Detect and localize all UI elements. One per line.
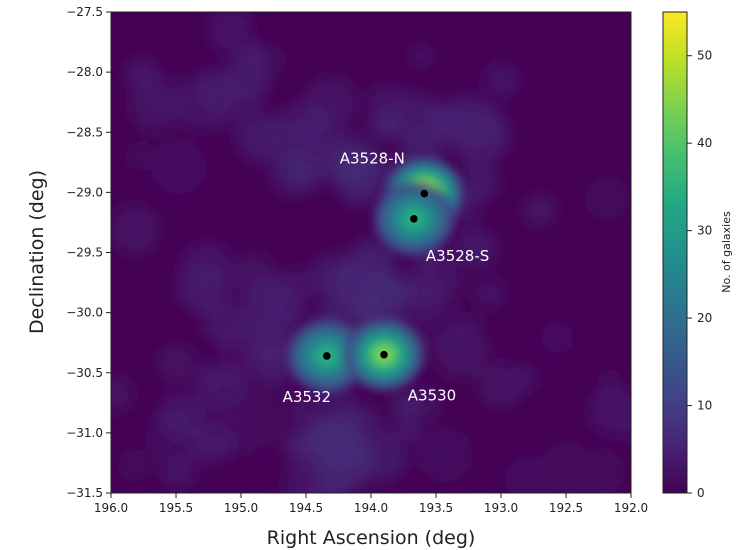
x-tick-label: 192.5	[549, 501, 583, 515]
density-blob	[477, 362, 524, 410]
colorbar-tick-label: 30	[697, 224, 712, 238]
density-blob	[409, 44, 434, 69]
density-blob	[253, 337, 290, 374]
density-blob	[483, 62, 520, 99]
density-blob	[227, 389, 286, 448]
cluster-label: A3530	[408, 387, 456, 405]
density-blob	[360, 421, 388, 448]
density-blob	[161, 453, 197, 490]
y-tick-label: −29.5	[66, 246, 103, 260]
heatmap-area	[111, 12, 631, 493]
y-tick-label: −28.5	[66, 125, 103, 139]
density-blob	[275, 266, 314, 305]
x-tick-label: 195.0	[224, 501, 258, 515]
y-tick-label: −28.0	[66, 65, 103, 79]
density-blob	[366, 83, 409, 126]
colorbar-label: No. of galaxies	[720, 211, 733, 293]
x-tick-label: 194.0	[354, 501, 388, 515]
y-axis-label: Declination (deg)	[26, 170, 48, 334]
cluster-center-marker	[323, 352, 331, 360]
density-blob	[237, 40, 269, 72]
colorbar-ticks: 0 10 20 30 40 50	[687, 49, 712, 500]
density-blob	[584, 175, 630, 221]
density-blob	[295, 416, 355, 476]
density-blob	[195, 364, 222, 391]
colorbar-tick-label: 20	[697, 311, 712, 325]
density-blob	[179, 241, 234, 296]
density-blob	[409, 386, 442, 419]
colorbar-gradient	[662, 11, 688, 494]
density-blob	[596, 369, 622, 394]
density-blob	[460, 162, 500, 202]
density-blob	[450, 106, 511, 166]
density-blob	[207, 12, 254, 54]
density-blob	[396, 415, 423, 443]
density-blob	[124, 57, 159, 92]
y-tick-label: −30.5	[66, 366, 103, 380]
cluster-label: A3532	[283, 388, 331, 406]
colorbar-tick-label: 10	[697, 399, 712, 413]
density-blob	[151, 139, 207, 195]
x-tick-label: 196.0	[94, 501, 128, 515]
density-blob	[417, 427, 473, 483]
x-tick-label: 192.0	[614, 501, 648, 515]
density-blob	[423, 303, 471, 351]
cluster-center-marker	[410, 215, 418, 223]
density-blob	[282, 462, 328, 493]
y-tick-label: −31.0	[66, 426, 103, 440]
x-tick-label: 193.5	[419, 501, 453, 515]
density-blob	[326, 136, 378, 189]
density-blob	[523, 194, 556, 227]
x-axis: 196.0 195.5 195.0 194.5 194.0 193.5 193.0 192.5…	[94, 493, 648, 515]
x-axis-label: Right Ascension (deg)	[267, 527, 476, 549]
density-blob	[541, 321, 574, 354]
cluster-label: A3528-N	[340, 150, 405, 168]
x-tick-label: 194.5	[289, 501, 323, 515]
diffuse-density	[111, 12, 631, 493]
density-blob	[588, 384, 631, 436]
x-tick-label: 193.0	[484, 501, 518, 515]
y-tick-label: −27.5	[66, 5, 103, 19]
density-blob	[303, 75, 359, 130]
cluster-label: A3528-S	[426, 247, 489, 265]
density-blob	[538, 440, 593, 493]
density-blob	[111, 374, 135, 414]
colorbar: 0 10 20 30 40 50 No. of galaxies	[662, 11, 733, 500]
density-blob	[454, 227, 497, 270]
density-blob	[330, 257, 375, 302]
colorbar-tick-label: 0	[697, 486, 705, 500]
y-tick-label: −29.0	[66, 185, 103, 199]
x-tick-label: 195.5	[159, 501, 193, 515]
density-blob	[111, 203, 161, 256]
density-blob	[289, 394, 319, 425]
y-tick-label: −31.5	[66, 486, 103, 500]
density-blob	[175, 72, 235, 132]
cluster-markers: A3528-N A3528-S A3532 A3530	[283, 150, 490, 406]
colorbar-tick-label: 50	[697, 49, 712, 63]
density-blob	[251, 126, 280, 154]
density-blob	[124, 142, 153, 171]
y-axis: −31.5 −31.0 −30.5 −30.0 −29.5 −29.0 −28.5 −28.0…	[66, 5, 111, 500]
cluster-center-marker	[380, 350, 388, 359]
density-blob	[156, 343, 197, 383]
y-tick-label: −30.0	[66, 306, 103, 320]
cluster-center-marker	[420, 189, 429, 198]
density-blob	[117, 449, 152, 483]
density-blob	[157, 390, 206, 439]
density-blob	[472, 277, 506, 311]
density-blob	[271, 148, 319, 196]
colorbar-tick-label: 40	[697, 136, 712, 150]
